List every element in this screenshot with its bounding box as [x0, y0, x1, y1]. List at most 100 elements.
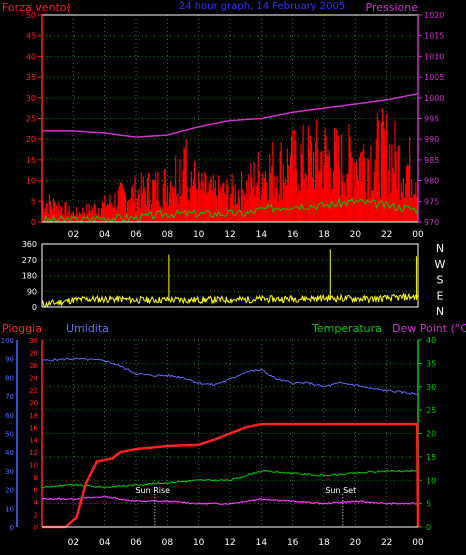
tick-label-left: 360 — [22, 240, 37, 249]
humidity-tick-label: 90 — [5, 356, 14, 364]
tick-label-left: 15 — [26, 156, 36, 165]
rain-tick-label: 6 — [34, 487, 39, 495]
tick-label-x: 20 — [350, 230, 362, 240]
rain-tick-label: 8 — [34, 474, 38, 482]
tick-label-x: 12 — [224, 230, 235, 240]
rain-tick-label: 2 — [34, 512, 38, 520]
wind-average-line — [41, 197, 419, 224]
tick-label-x: 02 — [68, 230, 79, 240]
temp-tick-label: 0 — [426, 523, 431, 532]
sun-rise-label: Sun Rise — [135, 486, 170, 495]
humidity-axis-label: Umidita — [66, 322, 109, 335]
tick-label-x: 16 — [287, 538, 299, 548]
tick-label-x: 08 — [162, 230, 174, 240]
temp-tick-label: 25 — [426, 406, 436, 415]
rain-humidity-temp-panel: 0246810121416182022242628300102030405060… — [1, 336, 437, 548]
humidity-line — [41, 357, 419, 396]
tick-label-left: 10 — [26, 177, 36, 186]
tick-label-right: 990 — [424, 135, 439, 144]
tick-label-right: 970 — [424, 218, 439, 227]
humidity-tick-label: 10 — [5, 505, 14, 513]
tick-label-left: 25 — [26, 115, 36, 124]
tick-label-x: 06 — [130, 538, 142, 548]
temperature-axis-label: Temperatura — [311, 322, 382, 335]
tick-label-x: 06 — [130, 230, 142, 240]
humidity-tick-label: 100 — [1, 337, 14, 345]
tick-label-right: 985 — [424, 156, 439, 165]
tick-label-x: 18 — [318, 538, 330, 548]
tick-label-left: 35 — [26, 73, 36, 82]
temp-tick-label: 30 — [426, 383, 436, 392]
tick-label-x: 10 — [193, 230, 205, 240]
compass-label: N — [436, 305, 444, 318]
tick-label-right: 1005 — [424, 73, 444, 82]
tick-label-x: 00 — [412, 230, 424, 240]
tick-label-right: 975 — [424, 197, 439, 206]
rain-tick-label: 0 — [34, 524, 38, 532]
tick-label-x: 04 — [99, 538, 111, 548]
temperature-line — [41, 469, 419, 489]
tick-label-left: 30 — [26, 94, 36, 103]
temp-tick-label: 10 — [426, 476, 436, 485]
rain-tick-label: 10 — [29, 462, 38, 470]
panel-frame — [41, 243, 419, 308]
temp-tick-label: 35 — [426, 359, 436, 368]
tick-label-left: 0 — [31, 218, 36, 227]
tick-label-right: 1000 — [424, 94, 444, 103]
rain-tick-label: 12 — [29, 449, 38, 457]
rain-tick-label: 24 — [29, 374, 38, 382]
tick-label-x: 18 — [318, 230, 330, 240]
tick-label-right: 995 — [424, 115, 439, 124]
tick-label-right: 1010 — [424, 52, 444, 61]
tick-label-x: 20 — [350, 538, 362, 548]
tick-label-x: 14 — [256, 538, 268, 548]
pressure-line — [42, 92, 419, 138]
rain-tick-label: 4 — [34, 499, 39, 507]
tick-label-right: 980 — [424, 177, 439, 186]
tick-label-x: 10 — [193, 538, 205, 548]
tick-label-x: 00 — [412, 538, 424, 548]
tick-label-left: 270 — [22, 256, 37, 265]
rain-tick-label: 22 — [29, 387, 38, 395]
wind-direction-line — [41, 292, 419, 308]
dewpoint-line — [41, 495, 419, 506]
tick-label-left: 5 — [31, 197, 36, 206]
tick-label-x: 04 — [99, 230, 111, 240]
tick-label-left: 20 — [26, 135, 36, 144]
chart-title: 24 hour graph, 14 February 2005 — [179, 1, 345, 12]
compass-label: S — [437, 274, 444, 287]
rain-tick-label: 16 — [29, 424, 38, 432]
tick-label-x: 08 — [162, 538, 174, 548]
rain-tick-label: 20 — [29, 399, 38, 407]
humidity-tick-label: 0 — [10, 524, 14, 532]
tick-label-x: 12 — [224, 538, 235, 548]
tick-label-left: 50 — [26, 11, 36, 20]
dewpoint-axis-label: Dew Point (°C) — [392, 322, 466, 335]
humidity-tick-label: 80 — [5, 374, 14, 382]
pressure-axis-label: Pressione — [366, 1, 419, 14]
tick-label-x: 14 — [256, 230, 268, 240]
sun-set-label: Sun Set — [325, 486, 356, 495]
humidity-tick-label: 40 — [5, 449, 14, 457]
rain-tick-label: 28 — [29, 349, 38, 357]
humidity-tick-label: 50 — [5, 431, 14, 439]
wind-pressure-panel: 0510152025303540455097097598098599099510… — [26, 11, 445, 240]
temp-tick-label: 5 — [426, 500, 431, 509]
humidity-tick-label: 70 — [5, 393, 14, 401]
temp-tick-label: 20 — [426, 430, 436, 439]
tick-label-left: 40 — [26, 52, 36, 61]
tick-label-left: 0 — [32, 303, 37, 312]
rain-axis-label: Pioggia — [2, 322, 42, 335]
tick-label-x: 16 — [287, 230, 299, 240]
temp-tick-label: 15 — [426, 453, 436, 462]
humidity-tick-label: 20 — [5, 487, 14, 495]
rain-line — [42, 422, 420, 529]
wind-axis-label: Forza vento( — [2, 1, 71, 14]
tick-label-x: 22 — [381, 538, 392, 548]
humidity-tick-label: 60 — [5, 412, 14, 420]
rain-tick-label: 30 — [29, 337, 38, 345]
compass-label: W — [435, 258, 446, 271]
